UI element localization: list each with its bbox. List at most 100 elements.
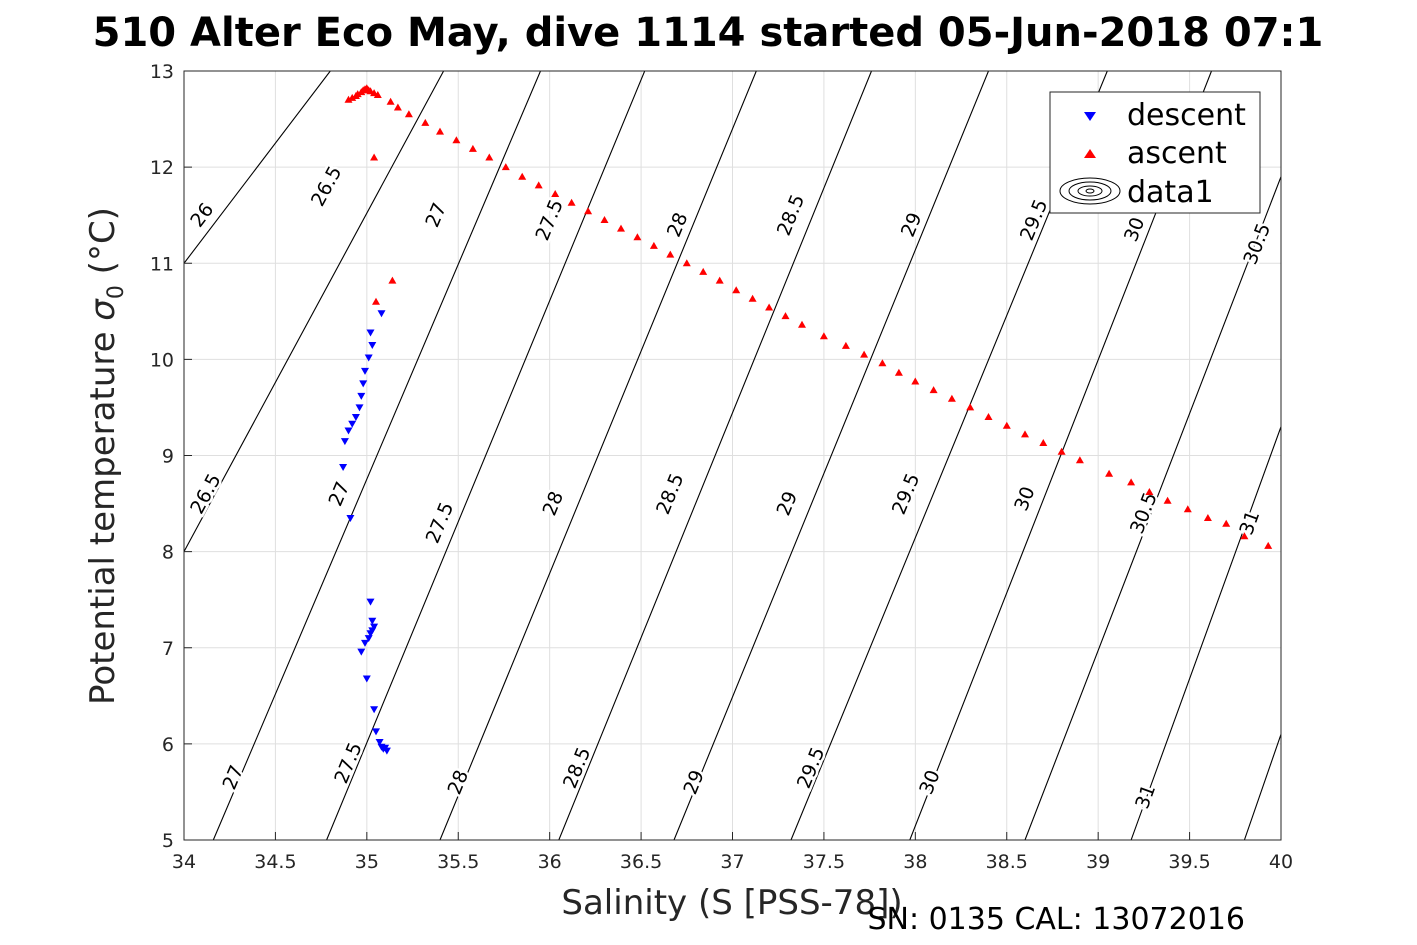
ascent-point: [860, 350, 869, 358]
ascent-point: [1075, 456, 1084, 464]
y-tick-label: 6: [162, 734, 174, 756]
ascent-point: [1039, 439, 1048, 446]
density-contour-line: [326, 71, 646, 840]
descent-point: [377, 310, 386, 318]
ascent-point: [393, 103, 402, 111]
ascent-point: [436, 127, 444, 135]
y-tick-label: 8: [162, 542, 174, 564]
ascent-point: [765, 303, 774, 311]
ascent-point: [633, 233, 642, 241]
y-axis-label: Potential temperature σ0 (°C): [83, 207, 129, 705]
legend-label-descent: descent: [1127, 98, 1246, 133]
ascent-point: [584, 207, 593, 215]
ascent-point: [353, 90, 362, 98]
y-axis-label-main: Potential temperature: [83, 321, 123, 705]
ascent-point: [1127, 478, 1136, 486]
ascent-point: [518, 172, 527, 180]
footer-calibration: SN: 0135 CAL: 13072016: [867, 902, 1245, 937]
ascent-point: [878, 359, 887, 367]
density-contour-line: [439, 71, 757, 840]
ascent-point: [1203, 514, 1212, 521]
x-tick-label: 34.5: [254, 851, 296, 873]
descent-point: [348, 420, 357, 428]
descent-point: [368, 342, 377, 349]
x-tick-label: 38.5: [986, 851, 1028, 873]
ascent-point: [911, 377, 920, 385]
ascent-point: [501, 163, 510, 171]
y-axis-ticks: 5 6 7 8 9 10 11 12 13: [150, 61, 192, 852]
ascent-point: [1163, 496, 1172, 504]
descent-point: [339, 464, 348, 471]
ascent-point: [372, 297, 380, 305]
y-tick-label: 7: [162, 638, 174, 660]
density-contour-line: [1024, 176, 1281, 840]
descent-point: [346, 515, 355, 522]
x-tick-label: 38: [903, 851, 927, 873]
y-axis-label-unit: (°C): [83, 207, 123, 285]
ascent-point: [1057, 447, 1066, 455]
descent-point: [357, 648, 366, 656]
density-contour-line: [212, 71, 542, 840]
ascent-point: [370, 153, 379, 161]
ascent-point: [468, 144, 477, 152]
x-tick-label: 35: [355, 851, 379, 873]
ascent-point: [1240, 532, 1249, 540]
data-points: [339, 84, 1273, 755]
descent-point: [366, 630, 375, 638]
ascent-point: [1264, 541, 1273, 549]
ascent-point: [421, 118, 430, 126]
legend-marker-ascent: [1084, 149, 1096, 158]
descent-point: [366, 598, 375, 606]
ascent-point: [617, 224, 625, 232]
ascent-point: [1021, 430, 1029, 438]
descent-point: [372, 728, 380, 736]
descent-point: [368, 617, 377, 625]
y-axis-label-subscript: 0: [104, 285, 129, 299]
descent-point: [344, 427, 353, 435]
ascent-point: [1002, 421, 1011, 429]
ascent-point: [699, 267, 708, 275]
x-axis-ticks: 34 34.5 35 35.5 36 36.5 37 37.5 38 38.5 39 39.5 40: [172, 832, 1293, 873]
descent-point: [361, 639, 369, 647]
y-tick-label: 9: [162, 446, 174, 468]
descent-point: [364, 635, 373, 643]
descent-point: [364, 354, 373, 362]
descent-point: [359, 380, 368, 388]
x-tick-label: 40: [1269, 851, 1293, 873]
ascent-point: [732, 286, 741, 294]
ascent-point: [344, 95, 353, 103]
density-contour-line: [184, 71, 331, 264]
x-tick-label: 37: [720, 851, 744, 873]
ascent-point: [386, 97, 395, 105]
density-contours: [184, 71, 1281, 840]
descent-point: [375, 739, 384, 746]
x-tick-label: 39.5: [1168, 851, 1210, 873]
y-tick-label: 5: [162, 830, 174, 852]
ascent-point: [388, 276, 397, 284]
ascent-point: [748, 294, 757, 302]
ascent-point: [348, 93, 357, 101]
ascent-point: [894, 368, 903, 376]
x-axis-label: Salinity (S [PSS-78]): [561, 883, 902, 923]
ascent-point: [534, 181, 543, 189]
ascent-point: [929, 386, 938, 394]
ascent-point: [404, 110, 413, 118]
descent-point: [357, 392, 366, 400]
density-contour-line: [1130, 426, 1281, 840]
ascent-point: [1145, 488, 1154, 495]
density-contour-line: [1243, 734, 1281, 840]
ascent-point: [798, 320, 806, 328]
x-tick-label: 35.5: [437, 851, 479, 873]
legend: descent ascent data1: [1049, 91, 1261, 214]
descent-point: [382, 747, 391, 755]
ascent-point: [600, 216, 609, 223]
ascent-point: [567, 198, 576, 206]
ascent-point: [781, 312, 790, 320]
descent-point: [366, 329, 375, 337]
ascent-point: [1183, 505, 1192, 513]
density-contour-line: [673, 71, 990, 840]
descent-point: [370, 623, 379, 631]
x-tick-label: 39: [1086, 851, 1110, 873]
legend-marker-descent: [1084, 112, 1096, 121]
chart-title: 510 Alter Eco May, dive 1114 started 05-…: [93, 10, 1324, 56]
